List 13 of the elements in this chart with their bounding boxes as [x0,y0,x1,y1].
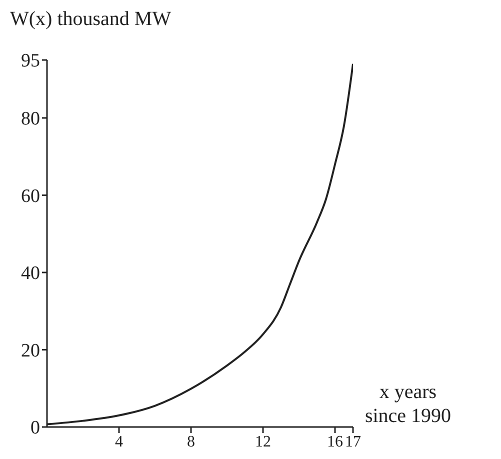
x-tick-label: 4 [115,433,123,450]
y-axis-title: W(x) thousand MW [10,8,172,31]
y-tick-label: 60 [21,186,40,207]
x-tick-label: 8 [187,433,195,450]
y-tick-label: 20 [21,340,40,362]
x-tick-label: 17 [345,433,361,450]
y-tick-label: 0 [30,418,40,439]
x-tick-label: 16 [327,433,343,450]
y-tick-label: 95 [21,50,40,72]
x-axis-title: x years since 1990 [364,380,452,428]
y-tick-label: 40 [21,263,40,284]
x-tick-label: 12 [255,433,271,450]
y-tick-label: 80 [21,108,40,130]
